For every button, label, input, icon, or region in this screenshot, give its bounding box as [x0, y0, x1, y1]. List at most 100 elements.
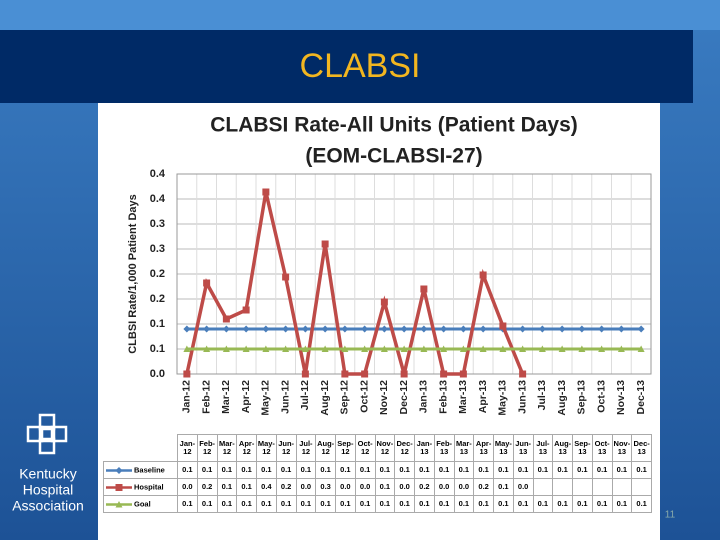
marker	[282, 345, 290, 352]
x-tick-label: Feb-13	[437, 380, 449, 414]
table-value: 0.1	[315, 495, 336, 513]
table-value: 0.1	[196, 495, 218, 513]
table-category: Aug-12	[315, 434, 336, 462]
table-category: Sep-12	[335, 434, 356, 462]
table-value: 0.0	[335, 478, 356, 496]
table-value: 0.1	[532, 461, 554, 479]
marker	[321, 240, 329, 248]
marker	[321, 325, 329, 333]
marker	[538, 325, 546, 333]
marker	[440, 345, 448, 352]
legend-icon	[106, 500, 132, 507]
marker	[361, 345, 369, 352]
y-tick-label: 0.2	[150, 268, 165, 280]
table-value: 0.1	[414, 461, 435, 479]
marker	[519, 370, 527, 378]
x-tick-label: Aug-12	[319, 380, 331, 416]
y-tick-label: 0.3	[150, 218, 165, 230]
chart-subtitle: (EOM-CLABSI-27)	[305, 145, 482, 168]
table-value: 0.1	[335, 461, 356, 479]
logo-text: Kentucky	[19, 466, 77, 482]
table-value: 0.1	[552, 495, 573, 513]
table-value: 0.1	[433, 495, 455, 513]
marker	[578, 345, 586, 352]
table-value: 0.1	[374, 478, 396, 496]
marker	[262, 188, 270, 196]
x-tick-label: Feb-12	[200, 380, 212, 414]
marker	[380, 325, 388, 333]
table-value: 0.1	[433, 461, 455, 479]
table-category: Dec-13	[631, 434, 652, 462]
table-value: 0.1	[631, 461, 652, 479]
table-value: 0.0	[177, 478, 198, 496]
table-value: 0.1	[611, 461, 633, 479]
table-category: Oct-12	[354, 434, 376, 462]
marker	[598, 345, 606, 352]
chart-title: CLABSI Rate-All Units (Patient Days)	[210, 114, 578, 137]
marker	[459, 370, 467, 378]
table-value: 0.1	[196, 461, 218, 479]
table-value: 0.1	[275, 495, 297, 513]
table-category: Feb-13	[433, 434, 455, 462]
table-value: 0.1	[354, 495, 376, 513]
y-tick-label: 0.2	[150, 293, 165, 305]
table-category: Jul-12	[295, 434, 317, 462]
table-value: 0.0	[394, 478, 415, 496]
table-category: Jan-12	[177, 434, 198, 462]
x-tick-label: Nov-12	[378, 380, 390, 415]
top-band	[0, 0, 720, 30]
table-category: Feb-12	[196, 434, 218, 462]
marker	[203, 345, 211, 352]
y-axis-label: CLBSI Rate/1,000 Patient Days	[127, 194, 139, 354]
header-band	[0, 30, 693, 103]
logo-text: Association	[12, 498, 84, 514]
table-value: 0.1	[335, 495, 356, 513]
x-tick-label: Mar-13	[457, 380, 469, 414]
marker	[242, 306, 250, 314]
marker	[459, 345, 467, 352]
table-corner	[104, 435, 178, 462]
table-value	[611, 478, 633, 496]
table-row: Goal 0.1 0.1 0.1 0.1 0.1 0.1 0.1 0.1 0.1 0.1 0.1 0.1…	[103, 495, 652, 513]
table-header-row: Jan-12 Feb-12 Mar-12 Apr-12 May-12 Jun-12 Jul-…	[104, 434, 652, 462]
x-tick-label: Sep-13	[576, 380, 588, 415]
table-value: 0.1	[216, 461, 238, 479]
table-value: 0.1	[256, 495, 277, 513]
x-tick-label: Jul-13	[536, 380, 548, 411]
table-value: 0.1	[552, 461, 573, 479]
marker	[538, 345, 546, 352]
marker	[262, 345, 270, 352]
x-tick-label: Jun-12	[279, 380, 291, 414]
table-value: 0.3	[315, 478, 336, 496]
table-category: Mar-12	[216, 434, 238, 462]
marker	[499, 345, 507, 352]
table-category: Nov-13	[611, 434, 633, 462]
marker	[459, 325, 467, 333]
legend-label: Hospital	[134, 481, 164, 491]
table-value: 0.1	[572, 461, 593, 479]
table-value: 0.4	[256, 478, 277, 496]
x-tick-label: Oct-13	[595, 380, 607, 413]
logo-text: Hospital	[23, 482, 74, 498]
marker	[479, 345, 487, 352]
table-row-header: Goal	[103, 495, 178, 513]
table-value: 0.0	[433, 478, 455, 496]
table-value: 0.1	[236, 461, 257, 479]
table-value: 0.1	[216, 495, 238, 513]
table-value	[591, 478, 613, 496]
table-value: 0.1	[532, 495, 554, 513]
table-category: Apr-13	[473, 434, 494, 462]
marker	[341, 325, 349, 333]
y-tick-label: 0.4	[150, 193, 166, 205]
table-value: 0.1	[493, 461, 514, 479]
table-value: 0.2	[473, 478, 494, 496]
table-value: 0.1	[453, 461, 475, 479]
table-row-header: Hospital	[103, 478, 178, 496]
x-tick-label: May-13	[497, 380, 509, 416]
marker	[400, 345, 408, 352]
table-value: 0.1	[275, 461, 297, 479]
slide-title: CLABSI	[300, 47, 421, 85]
table-category: Jun-13	[512, 434, 534, 462]
marker	[598, 325, 606, 333]
